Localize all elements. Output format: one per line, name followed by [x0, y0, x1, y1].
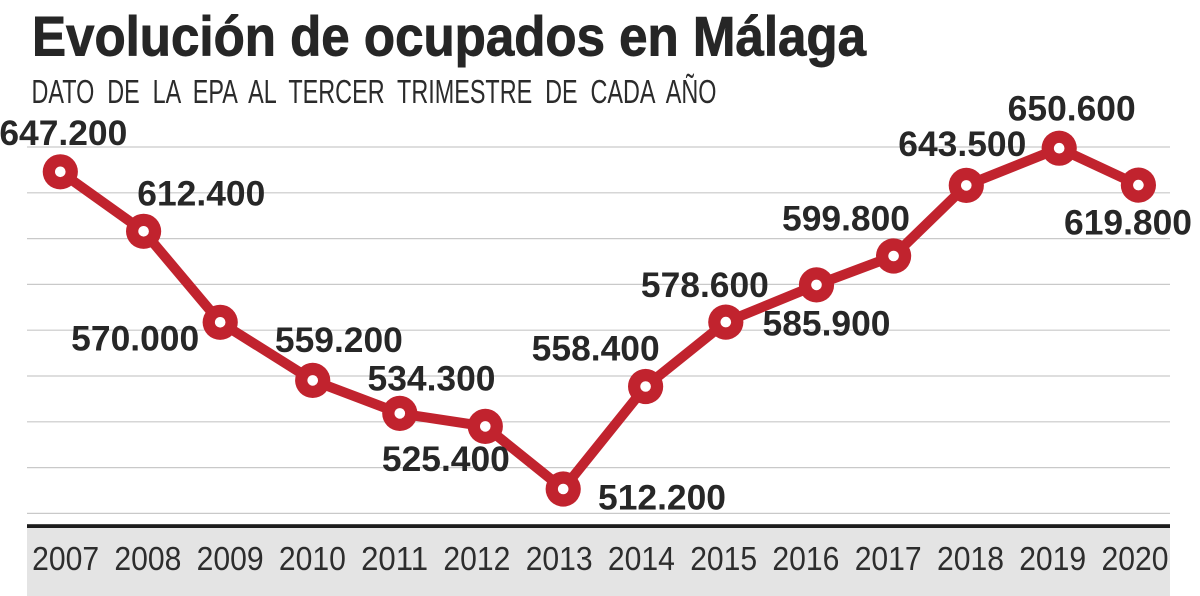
- svg-text:559.200: 559.200: [275, 321, 403, 360]
- svg-text:599.800: 599.800: [782, 199, 910, 238]
- svg-text:2007: 2007: [32, 541, 99, 578]
- svg-text:612.400: 612.400: [137, 175, 265, 214]
- svg-text:512.200: 512.200: [598, 478, 726, 517]
- svg-text:647.200: 647.200: [0, 114, 127, 153]
- svg-text:DATO DE LA EPA AL TERCER TRIME: DATO DE LA EPA AL TERCER TRIMESTRE DE CA…: [32, 73, 717, 110]
- svg-text:2019: 2019: [1019, 541, 1086, 578]
- svg-text:2009: 2009: [197, 541, 264, 578]
- svg-text:2008: 2008: [114, 541, 181, 578]
- svg-text:525.400: 525.400: [382, 440, 510, 479]
- svg-text:2013: 2013: [526, 541, 593, 578]
- svg-text:2020: 2020: [1102, 541, 1169, 578]
- svg-text:578.600: 578.600: [641, 266, 769, 305]
- svg-text:643.500: 643.500: [898, 125, 1026, 164]
- svg-text:2014: 2014: [608, 541, 675, 578]
- svg-text:2010: 2010: [279, 541, 346, 578]
- svg-text:558.400: 558.400: [532, 329, 660, 368]
- svg-text:2011: 2011: [361, 541, 428, 578]
- svg-text:2018: 2018: [937, 541, 1004, 578]
- svg-text:2015: 2015: [690, 541, 757, 578]
- svg-text:2017: 2017: [855, 541, 922, 578]
- svg-text:534.300: 534.300: [368, 359, 496, 398]
- svg-text:2016: 2016: [772, 541, 839, 578]
- svg-text:585.900: 585.900: [763, 305, 891, 344]
- svg-text:570.000: 570.000: [71, 319, 199, 358]
- svg-text:2012: 2012: [443, 541, 510, 578]
- svg-text:Evolución de ocupados en Málag: Evolución de ocupados en Málaga: [32, 4, 867, 67]
- svg-text:619.800: 619.800: [1064, 204, 1192, 243]
- svg-text:650.600: 650.600: [1008, 89, 1136, 128]
